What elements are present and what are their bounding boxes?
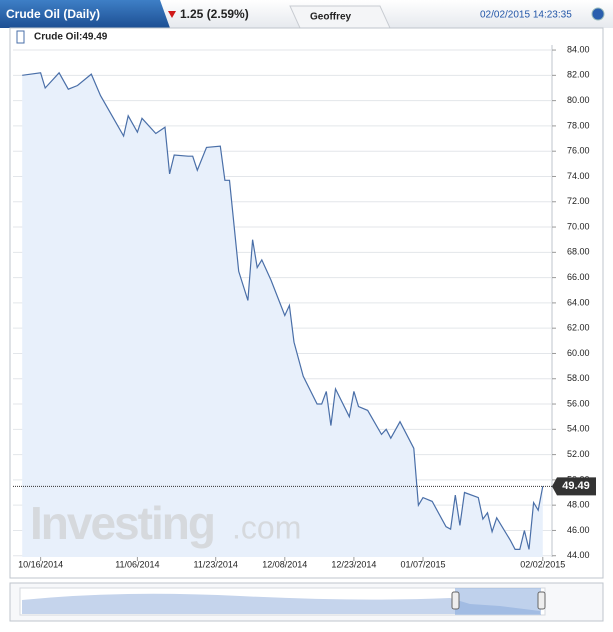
x-tick-label: 02/02/2015	[520, 559, 565, 569]
line	[22, 71, 544, 550]
y-tick-label: 60.00	[567, 348, 590, 358]
navigator-area	[22, 593, 540, 614]
watermark-suffix: .com	[232, 509, 301, 545]
y-tick-label: 80.00	[567, 95, 590, 105]
price-tag-label: 49.49	[562, 480, 590, 492]
refresh-icon[interactable]	[591, 7, 605, 21]
y-tick-label: 48.00	[567, 500, 590, 510]
y-tick-label: 70.00	[567, 221, 590, 231]
y-tick-label: 84.00	[567, 44, 590, 54]
legend-entry: Crude Oil:49.49	[34, 32, 108, 43]
navigator-handle[interactable]	[537, 591, 546, 610]
y-tick-label: 82.00	[567, 70, 590, 80]
legend-icon	[16, 30, 25, 44]
header-user: Geoffrey	[310, 12, 352, 23]
area	[22, 72, 543, 558]
y-tick-label: 56.00	[567, 398, 590, 408]
header-title: Crude Oil (Daily)	[6, 7, 100, 21]
x-tick-label: 12/23/2014	[331, 559, 376, 569]
y-tick-label: 72.00	[567, 196, 590, 206]
navigator-window[interactable]	[455, 588, 541, 615]
y-tick-label: 58.00	[567, 373, 590, 383]
x-tick-label: 11/06/2014	[115, 559, 159, 569]
y-tick-label: 52.00	[567, 449, 590, 459]
x-tick-label: 01/07/2015	[400, 559, 445, 569]
y-tick-label: 74.00	[567, 171, 590, 181]
price-tag	[552, 477, 596, 496]
y-tick-label: 54.00	[567, 424, 590, 434]
y-tick-label: 76.00	[567, 146, 590, 156]
watermark-brand: Investing	[30, 497, 214, 549]
y-tick-label: 46.00	[567, 525, 590, 535]
y-tick-label: 78.00	[567, 120, 590, 130]
y-tick-label: 64.00	[567, 297, 590, 307]
x-tick-label: 10/16/2014	[18, 559, 63, 569]
y-tick-label: 62.00	[567, 323, 590, 333]
header-change: 1.25 (2.59%)	[180, 7, 249, 21]
header-timestamp: 02/02/2015 14:23:35	[480, 10, 572, 21]
y-tick-label: 68.00	[567, 247, 590, 257]
x-tick-label: 11/23/2014	[194, 559, 238, 569]
y-tick-label: 44.00	[567, 550, 590, 560]
title-tab	[0, 0, 170, 28]
y-tick-label: 66.00	[567, 272, 590, 282]
x-tick-label: 12/08/2014	[262, 559, 307, 569]
down-arrow	[168, 11, 176, 18]
navigator-handle[interactable]	[451, 591, 460, 610]
